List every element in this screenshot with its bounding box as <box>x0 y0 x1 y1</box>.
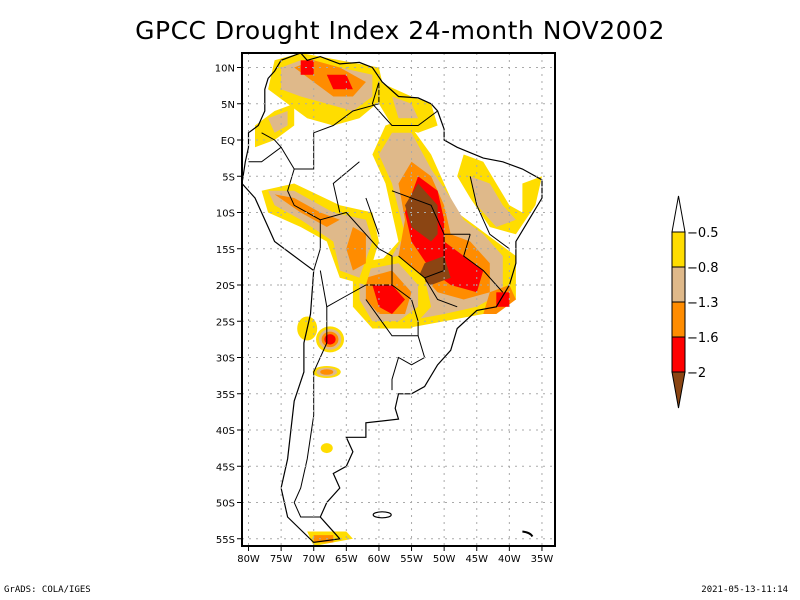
lat-tick-label: 15S <box>216 245 235 256</box>
coastline-layer <box>242 53 543 544</box>
chart-title: GPCC Drought Index 24-month NOV2002 <box>135 16 665 45</box>
patagonia-spot-level <box>320 443 333 454</box>
grads-credit: GrADS: COLA/IGES <box>4 585 91 595</box>
lat-tick-label: 5S <box>222 172 235 183</box>
state-border <box>391 190 471 235</box>
lon-tick-label: 40W <box>498 554 521 565</box>
country-border <box>293 306 328 518</box>
region-red <box>300 60 314 75</box>
argentina-central-level <box>320 369 334 375</box>
drought-fill-layer <box>255 53 542 546</box>
country-border <box>371 81 438 126</box>
timestamp: 2021-05-13-11:14 <box>701 585 788 595</box>
lat-tick-label: EQ <box>221 136 235 147</box>
region-brown <box>405 183 438 242</box>
country-border <box>280 147 295 170</box>
colorbar-bottom-arrow <box>671 371 686 409</box>
lat-tick-label: 50S <box>216 499 235 510</box>
colorbar-segment <box>671 231 686 268</box>
lon-tick-label: 80W <box>237 554 260 565</box>
colorbar-segment <box>671 301 686 338</box>
argentina-nw-level <box>324 334 336 345</box>
lat-tick-label: 30S <box>216 354 235 365</box>
country-border <box>287 82 380 271</box>
region-tan <box>392 96 419 119</box>
colorbar-label: −0.8 <box>687 261 719 276</box>
country-border <box>365 284 419 337</box>
colorbar-segment <box>671 336 686 373</box>
lon-tick-label: 65W <box>335 554 358 565</box>
colorbar-label: −1.6 <box>687 331 719 346</box>
south-america-coastline <box>242 53 543 544</box>
colorbar-label: −1.3 <box>687 296 719 311</box>
state-border <box>332 161 360 213</box>
lat-tick-label: 45S <box>216 462 235 473</box>
axes: 10N 5N EQ 5S 10S 15S 20S 25S 30S 35S 40S 45S 50S 55S8… <box>215 64 554 566</box>
region-tan <box>470 176 516 227</box>
region-red <box>496 292 510 307</box>
state-border <box>398 234 445 279</box>
lon-tick-label: 60W <box>368 554 391 565</box>
colorbar-top-arrow <box>671 195 686 233</box>
colorbar-label: −0.5 <box>687 226 719 241</box>
lat-tick-label: 10S <box>216 209 235 220</box>
grid-lines <box>242 53 555 546</box>
region-brown <box>418 256 451 285</box>
region-orange <box>346 227 366 271</box>
state-border <box>365 197 380 235</box>
lat-tick-label: 10N <box>215 64 235 75</box>
state-border <box>469 176 510 250</box>
lat-tick-label: 25S <box>216 317 235 328</box>
state-border <box>463 234 504 293</box>
plot-frame <box>241 52 556 547</box>
colorbar: −0.5 −0.8 −1.3 −1.6 −2 <box>671 195 719 409</box>
region-red <box>326 74 353 90</box>
falkland-islands <box>372 511 392 519</box>
lat-tick-label: 55S <box>216 535 235 546</box>
country-border <box>391 335 426 391</box>
region-yellow <box>457 154 542 235</box>
lat-tick-label: 5N <box>221 100 235 111</box>
lon-tick-label: 70W <box>302 554 325 565</box>
state-border <box>424 277 458 308</box>
colorbar-label: −2 <box>687 366 706 381</box>
region-red <box>372 285 405 314</box>
lat-tick-label: 40S <box>216 426 235 437</box>
colorbar-segment <box>671 266 686 303</box>
lon-tick-label: 75W <box>270 554 293 565</box>
lon-tick-label: 55W <box>400 554 423 565</box>
lon-tick-label: 45W <box>465 554 488 565</box>
country-border <box>319 211 393 308</box>
lon-tick-label: 50W <box>433 554 456 565</box>
lat-tick-label: 20S <box>216 281 235 292</box>
lon-tick-label: 35W <box>531 554 554 565</box>
lat-tick-label: 35S <box>216 390 235 401</box>
region-tan <box>268 111 288 133</box>
south-georgia-island <box>522 530 534 538</box>
